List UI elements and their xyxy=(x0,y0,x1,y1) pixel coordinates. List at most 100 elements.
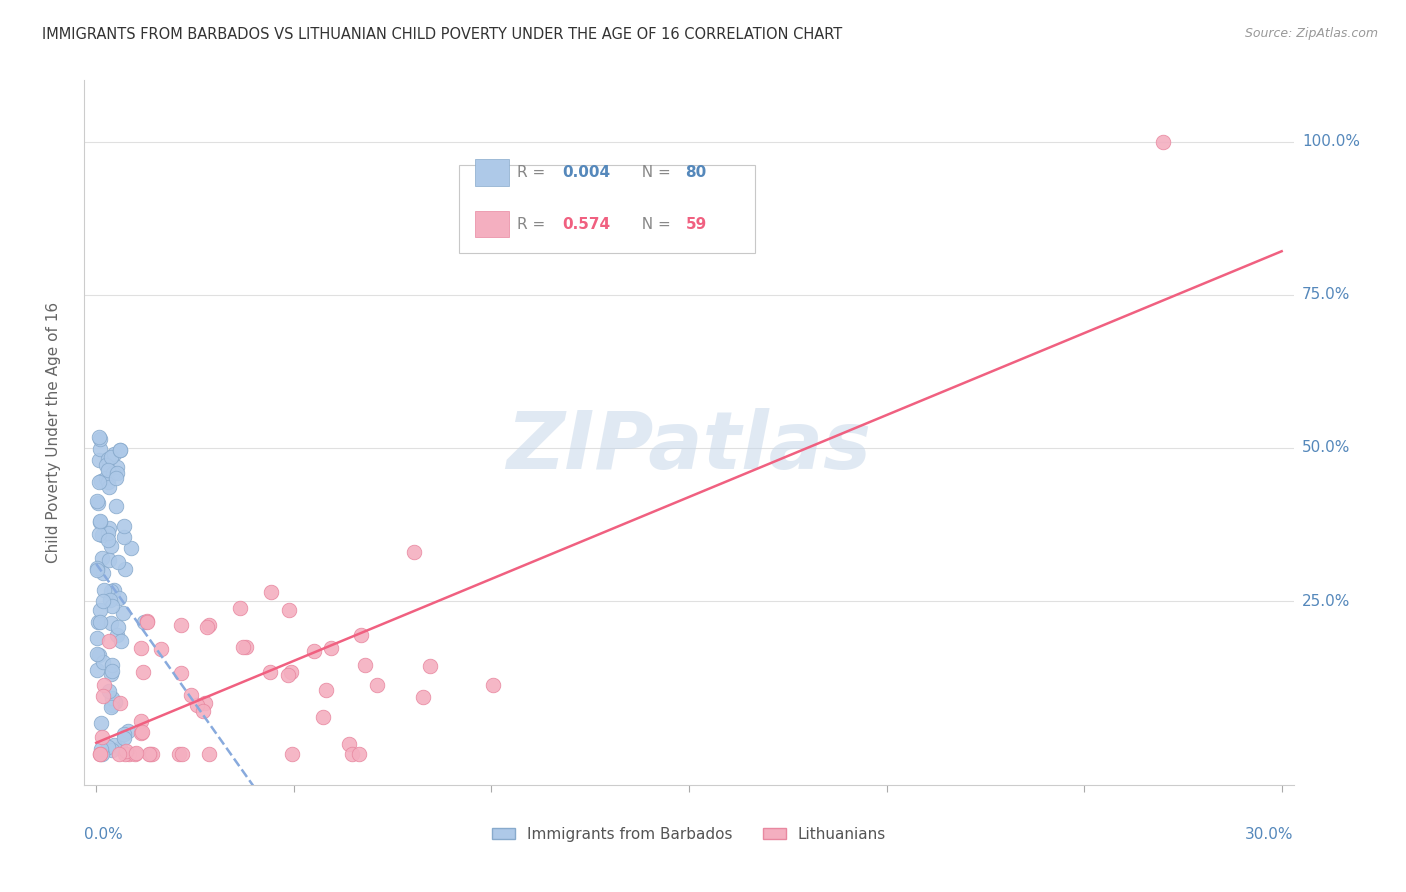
Point xyxy=(91,655,114,669)
Point xyxy=(103,738,125,752)
Point xyxy=(170,747,193,762)
Point xyxy=(114,747,136,762)
Point xyxy=(98,552,121,566)
Point xyxy=(98,633,121,648)
Point xyxy=(89,526,111,541)
Point xyxy=(86,663,108,677)
Text: N =: N = xyxy=(633,217,676,232)
Point xyxy=(229,601,252,615)
Point xyxy=(90,551,112,566)
Bar xyxy=(475,211,509,237)
Point xyxy=(97,452,120,467)
Point xyxy=(138,747,160,762)
Point xyxy=(90,475,112,489)
Point xyxy=(111,607,134,621)
Point xyxy=(103,582,125,597)
Point xyxy=(94,471,117,485)
Point xyxy=(97,463,120,477)
Point xyxy=(105,499,128,513)
Point xyxy=(89,648,111,662)
Point xyxy=(114,562,136,576)
Point xyxy=(132,665,155,679)
Point xyxy=(105,460,128,475)
Text: 59: 59 xyxy=(685,217,707,232)
Text: 50.0%: 50.0% xyxy=(1302,441,1350,456)
Point xyxy=(354,657,377,672)
Point xyxy=(100,616,122,631)
Point xyxy=(108,443,131,458)
Point xyxy=(100,583,122,598)
Point xyxy=(87,475,110,490)
Point xyxy=(125,746,148,760)
Point xyxy=(87,496,110,510)
Point xyxy=(170,665,193,680)
Point xyxy=(366,678,388,692)
Point xyxy=(198,747,221,762)
Point xyxy=(180,688,202,702)
Legend: Immigrants from Barbados, Lithuanians: Immigrants from Barbados, Lithuanians xyxy=(485,821,893,847)
Point xyxy=(86,561,108,575)
Point xyxy=(108,740,131,755)
Point xyxy=(103,447,125,461)
Point xyxy=(120,541,142,555)
Point xyxy=(277,603,299,617)
Point xyxy=(124,747,146,762)
Point xyxy=(93,678,115,692)
Point xyxy=(312,710,335,724)
Point xyxy=(97,475,120,489)
Point xyxy=(91,747,114,762)
Point xyxy=(97,684,120,698)
Text: 0.004: 0.004 xyxy=(562,165,610,180)
Point xyxy=(186,698,208,713)
Point xyxy=(337,737,360,751)
Point xyxy=(340,747,363,762)
Point xyxy=(101,658,124,673)
Point xyxy=(105,628,128,642)
Point xyxy=(97,480,120,494)
Point xyxy=(86,631,108,645)
Y-axis label: Child Poverty Under the Age of 16: Child Poverty Under the Age of 16 xyxy=(46,302,60,563)
Text: 0.0%: 0.0% xyxy=(84,827,124,842)
Point xyxy=(89,432,111,446)
Point xyxy=(101,698,124,712)
Point xyxy=(132,615,155,629)
Point xyxy=(198,618,221,632)
Point xyxy=(89,453,111,467)
Text: 80: 80 xyxy=(685,165,707,180)
Point xyxy=(141,747,163,762)
Text: N =: N = xyxy=(633,165,676,180)
Point xyxy=(319,641,342,656)
Point xyxy=(96,458,118,472)
Point xyxy=(101,742,124,756)
Point xyxy=(89,615,111,630)
Point xyxy=(259,665,281,680)
Text: 75.0%: 75.0% xyxy=(1302,287,1350,302)
Point xyxy=(97,533,120,548)
Point xyxy=(107,620,129,634)
Point xyxy=(105,466,128,480)
FancyBboxPatch shape xyxy=(460,165,755,253)
Point xyxy=(89,430,111,444)
Point xyxy=(167,747,190,761)
Point xyxy=(191,704,214,718)
Point xyxy=(170,618,193,632)
Point xyxy=(412,690,434,704)
Text: 30.0%: 30.0% xyxy=(1246,827,1294,842)
Point xyxy=(131,724,153,739)
Point xyxy=(112,727,135,741)
Point xyxy=(419,659,441,673)
Point xyxy=(129,714,152,729)
Point xyxy=(97,740,120,755)
Point xyxy=(98,521,121,535)
Text: ZIPatlas: ZIPatlas xyxy=(506,408,872,486)
Text: 0.574: 0.574 xyxy=(562,217,610,232)
Point xyxy=(100,540,122,554)
Point xyxy=(350,628,373,642)
Point xyxy=(108,747,131,762)
Bar xyxy=(475,159,509,186)
Point xyxy=(139,747,162,762)
Point xyxy=(89,515,111,529)
Text: R =: R = xyxy=(517,165,550,180)
Point xyxy=(93,582,115,597)
Point xyxy=(194,696,217,710)
